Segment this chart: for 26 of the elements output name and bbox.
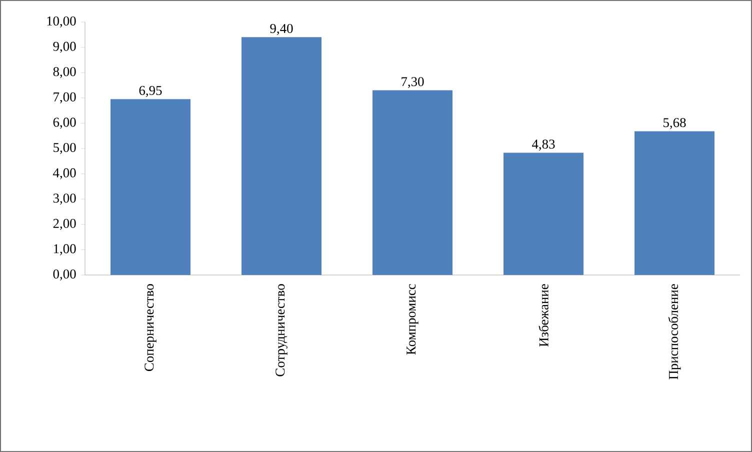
y-tick-label: 4,00 xyxy=(53,168,76,180)
bar xyxy=(372,90,453,275)
y-tick-label: 5,00 xyxy=(54,142,76,154)
y-tick-label: 9,00 xyxy=(53,42,76,53)
y-tick-label: 3,00 xyxy=(53,194,76,205)
bar xyxy=(504,152,584,275)
bar xyxy=(110,99,190,275)
y-tick-label: 2,00 xyxy=(53,218,76,230)
data-label: 6,95 xyxy=(139,86,162,97)
y-tick-label: 10,00 xyxy=(47,16,76,28)
y-tick-label: 0,00 xyxy=(53,269,76,280)
data-label: 4,83 xyxy=(532,140,555,151)
x-tick-label: Соперничество xyxy=(144,284,156,372)
x-tick-label: Компромисс xyxy=(406,284,418,355)
y-tick-label: 8,00 xyxy=(53,67,76,78)
y-tick-label: 6,00 xyxy=(53,118,76,129)
x-tick-label: Сотрудничество xyxy=(276,284,288,376)
bar xyxy=(634,131,715,275)
y-tick-label: 7,00 xyxy=(54,92,76,104)
bar xyxy=(242,37,322,275)
data-label: 7,30 xyxy=(402,77,424,88)
x-tick-label: Приспособление xyxy=(668,284,681,380)
y-tick-label: 1,00 xyxy=(54,244,76,256)
data-label: 9,40 xyxy=(270,24,293,35)
x-tick-label: Избежание xyxy=(538,284,548,347)
data-label: 5,68 xyxy=(664,118,686,130)
